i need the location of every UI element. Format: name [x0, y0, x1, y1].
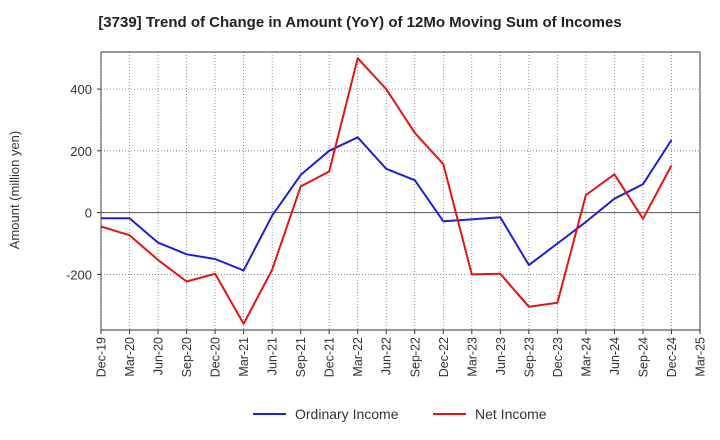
x-tick-label: Sep-21 — [294, 337, 308, 377]
x-tick-label: Jun-21 — [266, 337, 280, 375]
x-tick-label: Sep-22 — [408, 337, 422, 377]
series-line — [100, 57, 673, 325]
x-tick-label: Dec-20 — [209, 337, 223, 377]
y-tick-label: -200 — [66, 267, 92, 282]
x-tick-label: Mar-20 — [123, 337, 137, 377]
x-tick-label: Mar-21 — [237, 337, 251, 377]
chart-title: [3739] Trend of Change in Amount (YoY) o… — [98, 14, 622, 31]
series-lines — [100, 57, 673, 325]
x-tick-label: Jun-22 — [380, 337, 394, 375]
x-tick-label: Dec-22 — [437, 337, 451, 377]
x-tick-label: Sep-23 — [522, 337, 536, 377]
x-tick-label: Mar-22 — [351, 337, 365, 377]
x-tick-label: Sep-24 — [636, 337, 650, 377]
legend: Ordinary Income Net Income — [253, 406, 547, 422]
y-axis-label: Amount (million yen) — [7, 131, 22, 250]
x-tick-label: Mar-25 — [694, 337, 708, 377]
x-tick-labels: Dec-19 Mar-20 Jun-20 Sep-20 Dec-20 Mar-21 Jun-… — [95, 330, 708, 377]
plot-area — [100, 51, 701, 331]
plot-border — [100, 51, 701, 331]
x-tick-label: Dec-23 — [551, 337, 565, 377]
x-tick-label: Jun-24 — [608, 337, 622, 375]
x-tick-label: Dec-19 — [95, 337, 109, 377]
legend-label: Net Income — [475, 406, 547, 422]
y-tick-labels: -200 0 200 400 — [66, 82, 101, 282]
y-tick-label: 200 — [70, 144, 92, 159]
x-tick-label: Mar-23 — [465, 337, 479, 377]
legend-label: Ordinary Income — [295, 406, 399, 422]
x-tick-label: Dec-24 — [665, 337, 679, 377]
y-tick-label: 400 — [70, 82, 92, 97]
x-tick-label: Mar-24 — [579, 337, 593, 377]
x-tick-label: Sep-20 — [180, 337, 194, 377]
grid-lines — [100, 52, 701, 330]
x-tick-label: Jun-20 — [152, 337, 166, 375]
x-tick-label: Dec-21 — [323, 337, 337, 377]
x-tick-label: Jun-23 — [494, 337, 508, 375]
y-tick-label: 0 — [85, 206, 92, 221]
